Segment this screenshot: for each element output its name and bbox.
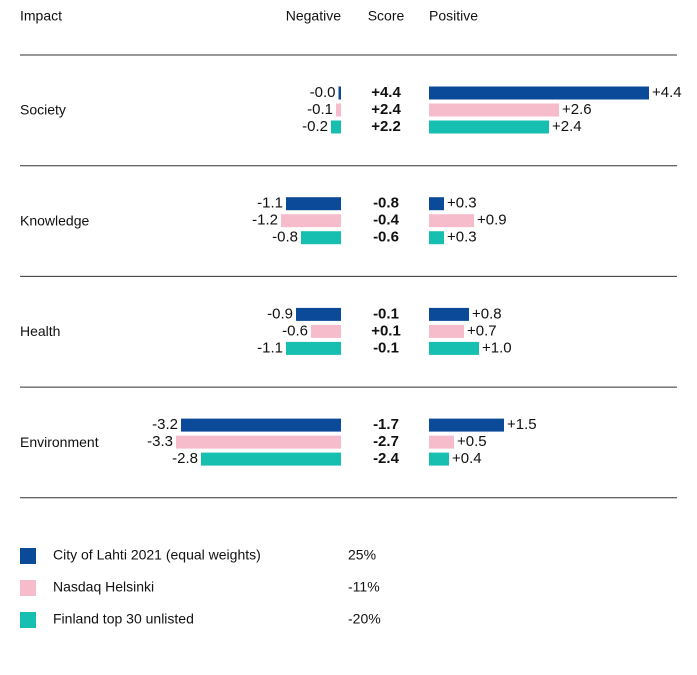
positive-bar bbox=[429, 214, 474, 228]
category-label: Knowledge bbox=[20, 212, 89, 228]
category-label: Society bbox=[20, 102, 66, 118]
score-label: -2.7 bbox=[373, 433, 399, 450]
negative-bar bbox=[296, 307, 341, 321]
positive-label: +0.7 bbox=[467, 322, 497, 339]
negative-label: -1.1 bbox=[257, 339, 283, 356]
positive-label: +0.8 bbox=[472, 305, 502, 322]
negative-label: -1.1 bbox=[257, 195, 283, 212]
score-label: -1.7 bbox=[373, 416, 399, 433]
negative-bar bbox=[331, 120, 341, 134]
positive-bar bbox=[429, 103, 559, 117]
negative-bar bbox=[286, 197, 341, 211]
legend-total: 25% bbox=[348, 547, 376, 563]
negative-bar bbox=[181, 418, 341, 432]
positive-bar bbox=[429, 307, 469, 321]
legend-label: Nasdaq Helsinki bbox=[53, 579, 154, 595]
legend-swatch bbox=[20, 580, 36, 596]
positive-bar bbox=[429, 452, 449, 466]
score-label: -2.4 bbox=[373, 450, 400, 467]
positive-bar bbox=[429, 231, 444, 245]
negative-label: -0.8 bbox=[272, 229, 298, 246]
negative-label: -3.2 bbox=[152, 416, 178, 433]
negative-bar bbox=[286, 341, 341, 355]
positive-label: +2.6 bbox=[562, 101, 592, 118]
score-label: -0.8 bbox=[373, 195, 399, 212]
legend-total: -11% bbox=[348, 579, 380, 595]
negative-label: -0.6 bbox=[282, 322, 308, 339]
negative-bar bbox=[338, 86, 341, 100]
positive-label: +1.5 bbox=[507, 416, 537, 433]
positive-bar bbox=[429, 120, 549, 134]
column-header: Score bbox=[368, 8, 405, 24]
negative-label: -0.1 bbox=[307, 101, 333, 118]
score-label: +2.2 bbox=[371, 118, 401, 135]
column-header: Negative bbox=[286, 8, 341, 24]
positive-bar bbox=[429, 197, 444, 211]
legend-label: Finland top 30 unlisted bbox=[53, 611, 194, 627]
positive-label: +1.0 bbox=[482, 339, 512, 356]
positive-label: +4.4 bbox=[652, 84, 682, 101]
legend-swatch bbox=[20, 612, 36, 628]
positive-label: +0.3 bbox=[447, 195, 477, 212]
positive-bar bbox=[429, 324, 464, 338]
score-label: -0.1 bbox=[373, 305, 399, 322]
positive-label: +0.4 bbox=[452, 450, 482, 467]
positive-bar bbox=[429, 86, 649, 100]
negative-label: -0.2 bbox=[302, 118, 328, 135]
negative-bar bbox=[301, 231, 341, 245]
negative-label: -0.9 bbox=[267, 305, 293, 322]
negative-label: -0.0 bbox=[310, 84, 336, 101]
negative-bar bbox=[336, 103, 341, 117]
column-header: Positive bbox=[429, 8, 478, 24]
positive-label: +0.5 bbox=[457, 433, 487, 450]
legend-total: -20% bbox=[348, 611, 381, 627]
score-label: -0.1 bbox=[373, 339, 399, 356]
score-label: -0.6 bbox=[373, 229, 399, 246]
legend-swatch bbox=[20, 548, 36, 564]
category-label: Health bbox=[20, 323, 60, 339]
negative-label: -2.8 bbox=[172, 450, 198, 467]
negative-bar bbox=[281, 214, 341, 228]
positive-bar bbox=[429, 341, 479, 355]
negative-label: -3.3 bbox=[147, 433, 173, 450]
positive-bar bbox=[429, 435, 454, 449]
score-label: +2.4 bbox=[371, 101, 401, 118]
legend-label: City of Lahti 2021 (equal weights) bbox=[53, 547, 261, 563]
negative-bar bbox=[311, 324, 341, 338]
score-label: +4.4 bbox=[371, 84, 401, 101]
positive-bar bbox=[429, 418, 504, 432]
category-label: Environment bbox=[20, 434, 99, 450]
negative-label: -1.2 bbox=[252, 212, 278, 229]
negative-bar bbox=[176, 435, 341, 449]
column-header: Impact bbox=[20, 8, 62, 24]
score-label: -0.4 bbox=[373, 212, 400, 229]
positive-label: +0.9 bbox=[477, 212, 507, 229]
score-label: +0.1 bbox=[371, 322, 401, 339]
positive-label: +2.4 bbox=[552, 118, 582, 135]
negative-bar bbox=[201, 452, 341, 466]
positive-label: +0.3 bbox=[447, 229, 477, 246]
